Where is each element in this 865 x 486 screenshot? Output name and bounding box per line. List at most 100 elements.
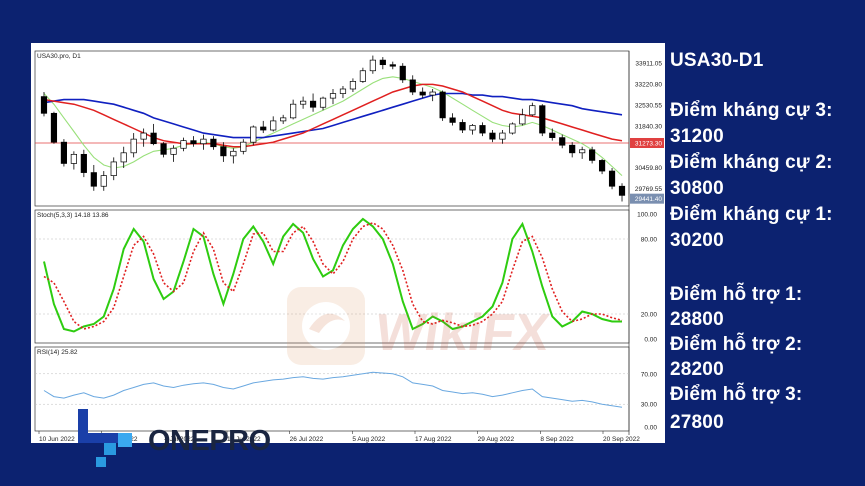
onepro-logo-icon bbox=[78, 409, 132, 467]
candle-body bbox=[429, 91, 436, 96]
candle-body bbox=[618, 185, 626, 196]
candle-body bbox=[359, 70, 366, 82]
candle bbox=[130, 133, 137, 158]
candle-body bbox=[50, 112, 58, 143]
candle-body bbox=[70, 153, 77, 164]
candle-body bbox=[80, 153, 87, 173]
rsi-tick-label: 30.00 bbox=[641, 402, 658, 409]
candle-body bbox=[200, 138, 207, 145]
candle-body bbox=[60, 141, 68, 164]
candle bbox=[140, 128, 147, 147]
resistance-1-label: Điểm kháng cự 1: bbox=[670, 204, 833, 225]
candle bbox=[579, 146, 586, 159]
candle-body bbox=[160, 143, 167, 155]
candle bbox=[329, 88, 337, 105]
candle-body bbox=[150, 132, 157, 145]
price-tick-label: 32530.55 bbox=[635, 102, 662, 109]
candle-body bbox=[210, 138, 217, 148]
candle bbox=[469, 123, 476, 135]
candle-body bbox=[190, 140, 197, 145]
support-3-label: Điểm hỗ trợ 3: bbox=[670, 384, 803, 405]
candle-body bbox=[300, 100, 307, 105]
candle bbox=[499, 130, 506, 144]
candle-body bbox=[220, 146, 227, 157]
candle-body bbox=[280, 117, 287, 122]
candle bbox=[190, 136, 197, 147]
candle bbox=[309, 93, 317, 112]
candle bbox=[479, 122, 486, 137]
support-3-value: 27800 bbox=[670, 412, 724, 433]
last-price-label: 29441.40 bbox=[635, 196, 662, 203]
resistance-2-value: 30800 bbox=[670, 178, 724, 199]
candle bbox=[449, 113, 456, 126]
date-tick-label: 8 Sep 2022 bbox=[540, 436, 574, 443]
candle-body bbox=[409, 79, 416, 93]
candle-body bbox=[309, 100, 317, 108]
candle-body bbox=[379, 59, 386, 66]
candle bbox=[220, 142, 227, 162]
candle bbox=[70, 151, 77, 170]
candle bbox=[389, 61, 396, 70]
candle-body bbox=[499, 132, 506, 140]
date-tick-label: 26 Jul 2022 bbox=[290, 436, 324, 443]
candle bbox=[539, 104, 546, 137]
support-2-label: Điểm hỗ trợ 2: bbox=[670, 334, 803, 355]
candle bbox=[110, 157, 117, 181]
candle-body bbox=[170, 147, 177, 155]
candle-body bbox=[180, 140, 187, 149]
support-1-value: 28800 bbox=[670, 309, 724, 330]
candle-body bbox=[459, 122, 466, 131]
candle-body bbox=[140, 132, 147, 140]
candle-body bbox=[250, 126, 257, 143]
candle bbox=[409, 75, 416, 96]
price-tick-label: 33911.05 bbox=[635, 60, 662, 67]
candle bbox=[120, 146, 127, 169]
candle bbox=[90, 164, 97, 191]
price-tick-label: 30459.80 bbox=[635, 165, 662, 172]
candle-body bbox=[559, 137, 566, 146]
onepro-logo-text: ONEPRO bbox=[148, 425, 271, 457]
price-tick-label: 31840.30 bbox=[635, 123, 662, 130]
candle-body bbox=[399, 65, 406, 81]
candle-body bbox=[329, 93, 337, 99]
candle bbox=[569, 142, 576, 158]
watermark-logo-icon bbox=[287, 287, 365, 365]
price-tick-label: 29769.55 bbox=[635, 186, 662, 193]
date-tick-label: 17 Aug 2022 bbox=[415, 436, 452, 443]
candle-body bbox=[608, 170, 616, 187]
candle bbox=[429, 88, 436, 102]
rsi-panel bbox=[35, 371, 629, 408]
stoch-signal-line bbox=[43, 221, 623, 330]
candle bbox=[399, 63, 406, 83]
candle-body bbox=[449, 117, 456, 123]
candle bbox=[290, 99, 297, 120]
candle bbox=[100, 171, 107, 191]
moving-averages bbox=[43, 76, 623, 177]
candle bbox=[549, 128, 556, 141]
candle bbox=[50, 111, 58, 144]
candle-body bbox=[479, 125, 486, 134]
candle bbox=[359, 67, 366, 83]
rsi-tick-label: 70.00 bbox=[641, 371, 658, 378]
candle bbox=[280, 114, 287, 124]
date-tick-label: 4 Jul 2022 bbox=[164, 436, 194, 443]
stochastic-panel bbox=[35, 217, 629, 333]
price-tick-label: 33220.80 bbox=[635, 81, 662, 88]
candle bbox=[379, 57, 386, 70]
rsi-line bbox=[43, 371, 623, 408]
main-chart-title: USA30.pro, D1 bbox=[37, 53, 81, 60]
candle-body bbox=[339, 88, 347, 94]
ma-slow-line bbox=[43, 92, 623, 139]
level-label: 31273.30 bbox=[635, 140, 662, 147]
last-price-box bbox=[630, 193, 664, 204]
onepro-logo: ONEPRO bbox=[78, 409, 288, 469]
resistance-3-value: 31200 bbox=[670, 126, 724, 147]
candle bbox=[369, 55, 376, 74]
candle-body bbox=[549, 132, 556, 138]
candle bbox=[240, 139, 247, 155]
candle-body bbox=[589, 149, 596, 161]
candle-body bbox=[319, 97, 327, 108]
panel-titles: USA30.pro, D1 Stoch(5,3,3) 14.18 13.86 RSI… bbox=[37, 53, 109, 356]
candle bbox=[160, 142, 167, 158]
support-1-label: Điểm hỗ trợ 1: bbox=[670, 284, 803, 305]
